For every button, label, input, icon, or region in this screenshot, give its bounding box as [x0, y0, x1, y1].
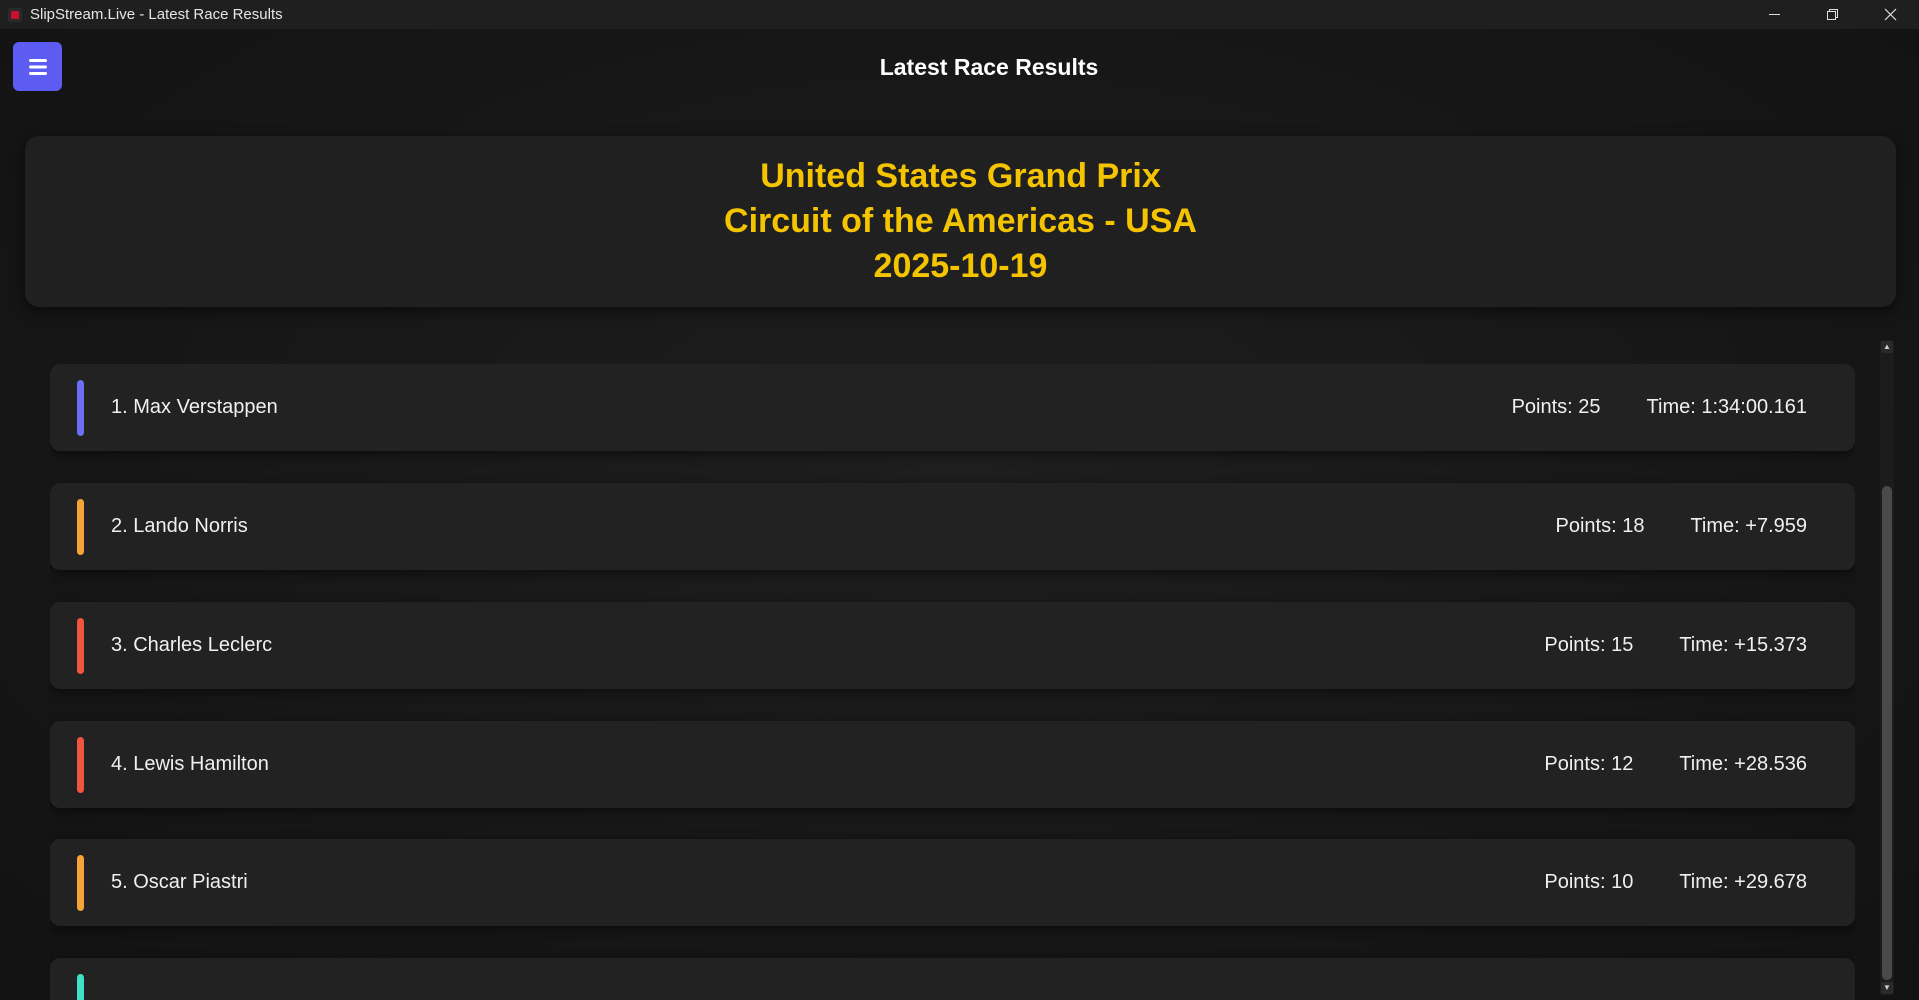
results-scrollbar[interactable]: ▲ ▼ [1880, 340, 1894, 995]
time-value: Time: +28.536 [1679, 753, 1807, 775]
time-value: Time: +15.373 [1679, 634, 1807, 656]
points-value: Points: 25 [1511, 396, 1601, 418]
result-stats: Points: 15 Time: +15.373 [1544, 602, 1807, 689]
driver-label: 5. Oscar Piastri [111, 871, 248, 893]
result-stats: Points: 12 Time: +28.536 [1544, 721, 1807, 808]
minimize-icon [1768, 14, 1780, 15]
app-content: Latest Race Results United States Grand … [0, 29, 1919, 1000]
result-row[interactable]: 5. Oscar Piastri Points: 10 Time: +29.67… [50, 839, 1855, 926]
app-logo-icon [8, 7, 22, 22]
scroll-thumb[interactable] [1882, 486, 1892, 980]
team-color-bar [77, 855, 84, 911]
scroll-down-arrow-icon[interactable]: ▼ [1881, 982, 1893, 994]
driver-label: 4. Lewis Hamilton [111, 753, 269, 775]
result-row[interactable]: 1. Max Verstappen Points: 25 Time: 1:34:… [50, 364, 1855, 451]
race-circuit: Circuit of the Americas - USA [724, 202, 1197, 240]
team-color-bar [77, 499, 84, 555]
minimize-button[interactable] [1745, 0, 1803, 29]
result-row[interactable]: 2. Lando Norris Points: 18 Time: +7.959 [50, 483, 1855, 570]
driver-label: 3. Charles Leclerc [111, 634, 273, 656]
points-value: Points: 10 [1544, 871, 1634, 893]
race-date: 2025-10-19 [873, 247, 1048, 285]
result-stats: Points: 25 Time: 1:34:00.161 [1512, 364, 1807, 451]
result-row[interactable]: 3. Charles Leclerc Points: 15 Time: +15.… [50, 602, 1855, 689]
result-row[interactable] [50, 958, 1855, 1000]
race-name: United States Grand Prix [760, 157, 1161, 195]
team-color-bar [77, 380, 84, 436]
window-titlebar: SlipStream.Live - Latest Race Results [0, 0, 1919, 29]
team-color-bar [77, 618, 84, 674]
points-value: Points: 15 [1544, 634, 1634, 656]
time-value: Time: +7.959 [1690, 515, 1807, 537]
close-button[interactable] [1861, 0, 1919, 29]
result-row[interactable]: 4. Lewis Hamilton Points: 12 Time: +28.5… [50, 721, 1855, 808]
driver-label: 1. Max Verstappen [111, 396, 278, 418]
team-color-bar [77, 974, 84, 1000]
restore-icon [1826, 9, 1838, 20]
menu-button[interactable] [13, 42, 62, 91]
page-title: Latest Race Results [879, 54, 1099, 80]
window-controls [1745, 0, 1919, 29]
team-color-bar [77, 737, 84, 793]
time-value: Time: +29.678 [1679, 871, 1807, 893]
time-value: Time: 1:34:00.161 [1646, 396, 1807, 418]
window-title: SlipStream.Live - Latest Race Results [30, 6, 283, 23]
race-info-card: United States Grand Prix Circuit of the … [25, 136, 1896, 307]
scroll-up-arrow-icon[interactable]: ▲ [1881, 341, 1893, 353]
points-value: Points: 18 [1555, 515, 1645, 537]
restore-button[interactable] [1803, 0, 1861, 29]
result-stats: Points: 10 Time: +29.678 [1544, 839, 1807, 926]
points-value: Points: 12 [1544, 753, 1634, 775]
close-icon [1884, 8, 1896, 21]
result-stats [1761, 958, 1807, 1000]
driver-label: 2. Lando Norris [111, 515, 248, 537]
hamburger-menu-icon [28, 58, 47, 75]
results-list: 1. Max Verstappen Points: 25 Time: 1:34:… [50, 364, 1855, 1000]
result-stats: Points: 18 Time: +7.959 [1556, 483, 1808, 570]
